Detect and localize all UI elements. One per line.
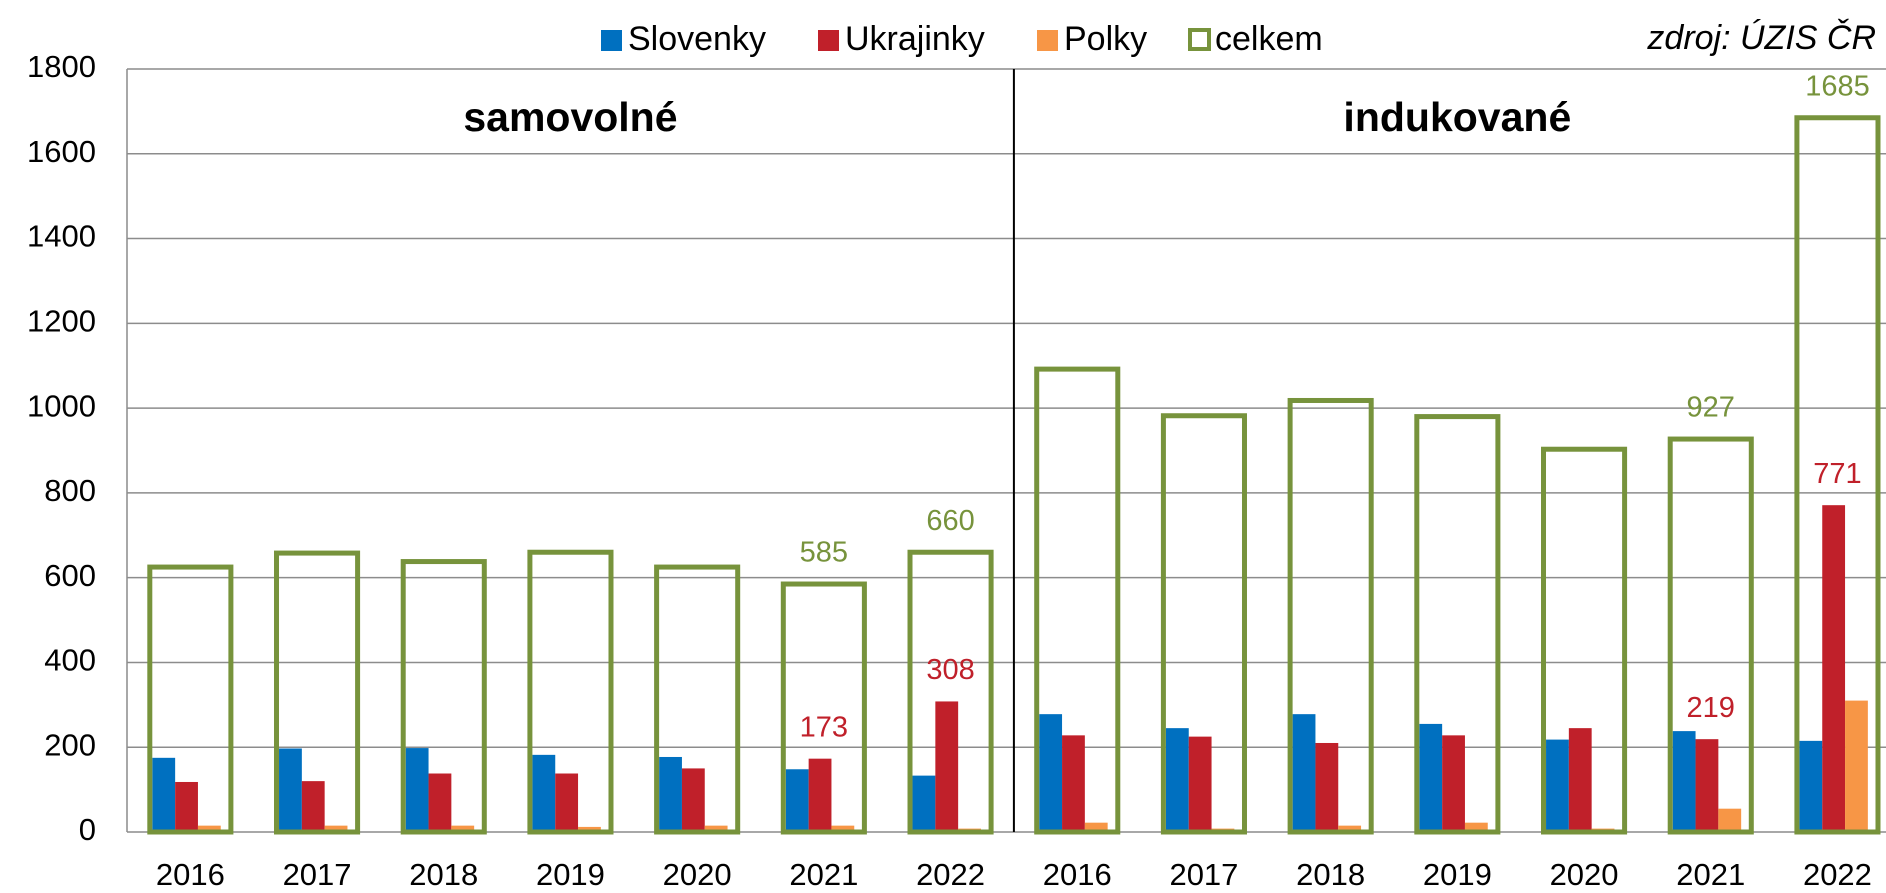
bar: [1165, 728, 1189, 832]
bar: [1822, 505, 1846, 832]
x-tick-label: 2021: [789, 857, 858, 892]
y-tick-label: 1000: [27, 388, 96, 423]
bar: [152, 757, 176, 832]
data-label: 660: [926, 505, 974, 537]
bar: [578, 826, 601, 832]
data-label: 771: [1813, 458, 1861, 490]
data-label: 219: [1687, 692, 1735, 724]
bar: [704, 825, 728, 832]
legend-label: Slovenky: [628, 20, 766, 58]
bar: [659, 756, 682, 832]
x-tick-label: 2022: [916, 857, 985, 892]
bar: [301, 781, 325, 832]
bar: [831, 825, 855, 832]
x-tick-label: 2016: [156, 857, 225, 892]
bar: [912, 775, 936, 832]
y-tick-label: 200: [44, 727, 96, 762]
total-bar: [1034, 366, 1121, 835]
y-tick-label: 1600: [27, 134, 96, 169]
group-label: indukované: [1343, 94, 1571, 140]
x-tick-label: 2017: [283, 857, 352, 892]
total-bar: [147, 564, 234, 835]
group-label: samovolné: [463, 94, 677, 140]
bar: [1338, 825, 1362, 832]
x-tick-label: 2020: [1550, 857, 1619, 892]
bar: [279, 748, 302, 832]
bar: [1799, 740, 1823, 832]
bar: [197, 825, 221, 832]
bar: [1419, 723, 1443, 832]
total-bar: [654, 564, 741, 835]
bar: [1188, 736, 1212, 832]
bar: [1062, 735, 1085, 832]
y-tick-label: 600: [44, 558, 96, 593]
bar: [1442, 735, 1465, 832]
bar: [532, 754, 556, 832]
x-tick-label: 2022: [1803, 857, 1872, 892]
data-label: 173: [800, 711, 848, 743]
bar: [1695, 739, 1719, 832]
total-bar: [1667, 436, 1754, 835]
legend-label: Ukrajinky: [845, 20, 985, 58]
y-tick-label: 800: [44, 473, 96, 508]
total-bar: [527, 549, 614, 835]
bar: [451, 825, 475, 832]
bar: [1845, 700, 1868, 832]
x-tick-label: 2019: [1423, 857, 1492, 892]
x-tick-label: 2016: [1043, 857, 1112, 892]
data-label: 585: [800, 537, 848, 569]
y-tick-label: 1800: [27, 49, 96, 84]
bar: [1568, 728, 1592, 832]
x-tick-label: 2021: [1676, 857, 1745, 892]
x-tick-label: 2020: [663, 857, 732, 892]
legend-label: celkem: [1215, 20, 1323, 58]
total-bar: [274, 550, 361, 835]
legend-swatch: [1037, 30, 1058, 51]
y-tick-label: 400: [44, 643, 96, 678]
total-bar: [1414, 414, 1501, 835]
total-bar: [1794, 115, 1881, 835]
y-tick-label: 0: [79, 812, 96, 847]
bar: [428, 773, 452, 832]
source-note: zdroj: ÚZIS ČR: [1646, 19, 1876, 57]
x-tick-label: 2017: [1169, 857, 1238, 892]
legend-swatch: [818, 30, 839, 51]
bar: [1718, 808, 1742, 832]
total-bar: [780, 581, 867, 835]
total-bar: [1287, 397, 1374, 835]
x-tick-label: 2018: [1296, 857, 1365, 892]
bar: [405, 748, 429, 832]
total-bar: [1160, 413, 1247, 835]
x-tick-label: 2019: [536, 857, 605, 892]
y-tick-label: 1400: [27, 219, 96, 254]
bar: [808, 758, 832, 832]
y-tick-label: 1200: [27, 304, 96, 339]
bar: [1464, 822, 1488, 832]
data-label: 308: [926, 654, 974, 686]
bar: [1292, 714, 1316, 832]
data-label: 927: [1687, 392, 1735, 424]
bar: [324, 825, 348, 832]
x-tick-label: 2018: [409, 857, 478, 892]
bar: [681, 768, 705, 832]
bar: [1546, 739, 1569, 832]
legend-swatch: [1188, 28, 1211, 51]
data-label: 1685: [1805, 70, 1870, 102]
bar: [1672, 731, 1696, 832]
legend-label: Polky: [1064, 20, 1147, 58]
total-bar: [1541, 446, 1628, 835]
bar: [1039, 714, 1063, 832]
bar: [785, 769, 809, 832]
bar: [935, 701, 959, 832]
bar: [175, 781, 198, 832]
total-bar: [400, 559, 487, 835]
bar: [1084, 822, 1108, 832]
bar: [555, 773, 579, 832]
bar: [1315, 742, 1339, 832]
total-bar: [907, 549, 994, 835]
legend-swatch: [601, 30, 622, 51]
